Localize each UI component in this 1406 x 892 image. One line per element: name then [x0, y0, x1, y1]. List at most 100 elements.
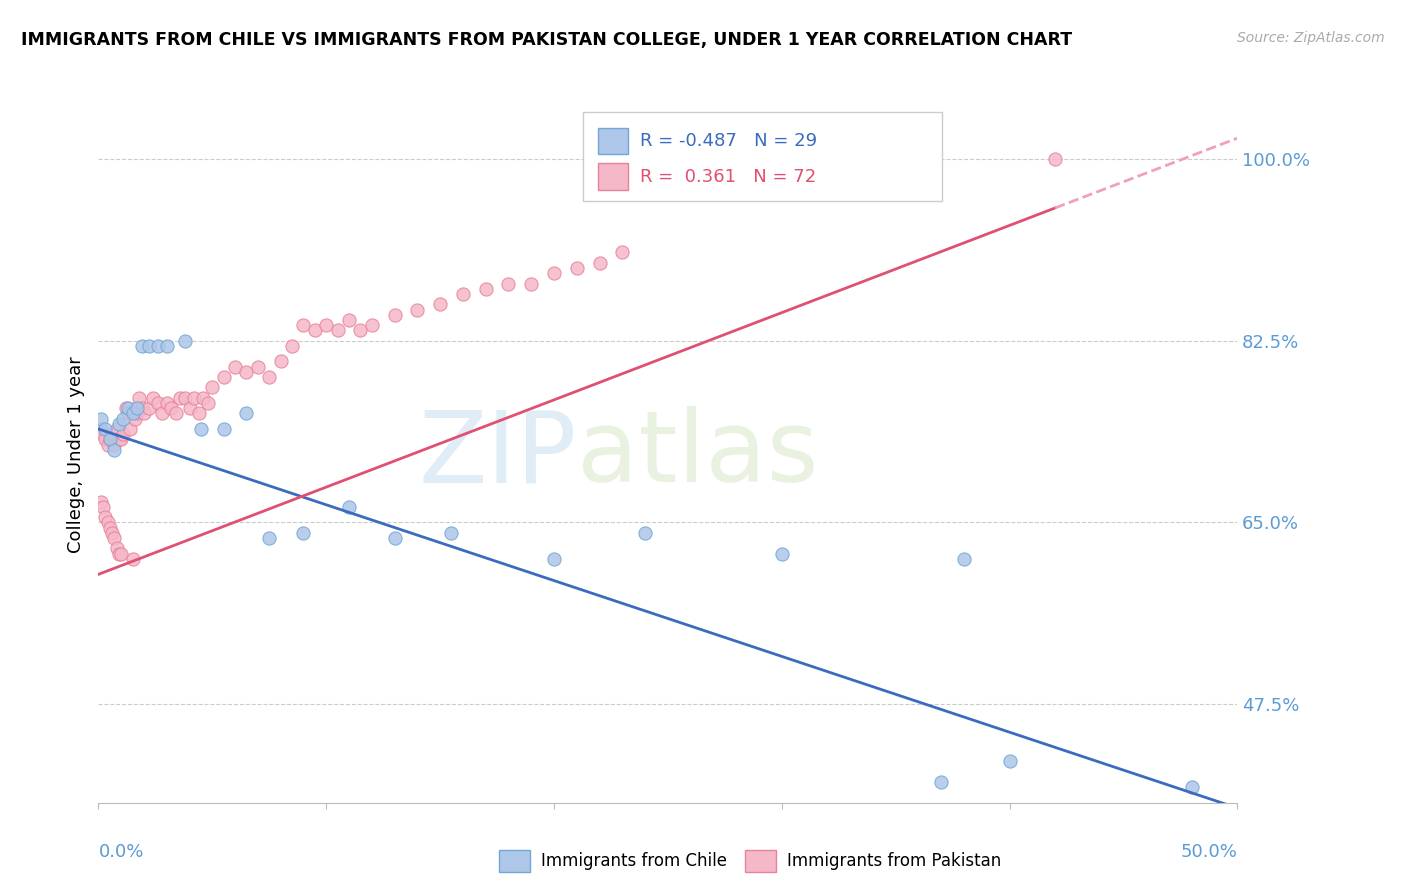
- Point: [384, 308, 406, 322]
- Point: [235, 365, 257, 379]
- Point: [128, 391, 150, 405]
- Point: [304, 323, 326, 337]
- Point: [565, 260, 588, 275]
- Point: [90, 411, 112, 425]
- Text: IMMIGRANTS FROM CHILE VS IMMIGRANTS FROM PAKISTAN COLLEGE, UNDER 1 YEAR CORRELAT: IMMIGRANTS FROM CHILE VS IMMIGRANTS FROM…: [21, 31, 1073, 49]
- Point: [588, 256, 610, 270]
- Point: [292, 318, 315, 332]
- Point: [105, 422, 128, 436]
- Point: [120, 422, 142, 436]
- Point: [142, 391, 165, 405]
- Point: [103, 531, 125, 545]
- Point: [146, 339, 169, 353]
- Point: [98, 520, 121, 534]
- Point: [337, 313, 360, 327]
- Point: [96, 437, 118, 451]
- Point: [360, 318, 382, 332]
- Point: [201, 380, 224, 394]
- Point: [183, 391, 205, 405]
- Point: [543, 551, 565, 566]
- Point: [212, 370, 235, 384]
- Point: [127, 401, 149, 416]
- Point: [235, 406, 257, 420]
- Point: [117, 406, 139, 420]
- Point: [187, 406, 209, 420]
- Point: [110, 433, 132, 447]
- Point: [94, 422, 117, 436]
- Point: [124, 411, 146, 425]
- Point: [259, 531, 281, 545]
- Point: [112, 411, 135, 425]
- Point: [131, 401, 153, 416]
- Point: [337, 500, 360, 514]
- Point: [259, 370, 281, 384]
- Text: Immigrants from Pakistan: Immigrants from Pakistan: [787, 852, 1001, 870]
- Point: [543, 266, 565, 280]
- Point: [138, 339, 160, 353]
- Point: [138, 401, 160, 416]
- Point: [612, 245, 634, 260]
- Point: [165, 406, 187, 420]
- Point: [474, 282, 496, 296]
- Point: [440, 525, 463, 540]
- Point: [121, 551, 143, 566]
- Point: [1181, 780, 1204, 795]
- Point: [193, 391, 215, 405]
- Point: [169, 391, 191, 405]
- Point: [150, 406, 173, 420]
- Point: [98, 433, 121, 447]
- Text: R =  0.361   N = 72: R = 0.361 N = 72: [640, 168, 815, 186]
- Point: [1043, 152, 1066, 166]
- Point: [281, 339, 304, 353]
- Point: [160, 401, 183, 416]
- Point: [406, 302, 429, 317]
- Point: [156, 396, 179, 410]
- Point: [96, 516, 118, 530]
- Point: [498, 277, 520, 291]
- Point: [953, 551, 976, 566]
- Point: [224, 359, 246, 374]
- Point: [121, 406, 143, 420]
- Point: [197, 396, 219, 410]
- Point: [105, 541, 128, 556]
- Point: [108, 417, 131, 431]
- Point: [520, 277, 543, 291]
- Point: [384, 531, 406, 545]
- Point: [117, 401, 139, 416]
- Point: [90, 494, 112, 508]
- Point: [270, 354, 292, 368]
- Point: [292, 525, 315, 540]
- Point: [94, 433, 117, 447]
- Point: [91, 427, 114, 442]
- Point: [212, 422, 235, 436]
- Point: [132, 406, 155, 420]
- Point: [998, 754, 1021, 768]
- Point: [634, 525, 657, 540]
- Point: [131, 339, 153, 353]
- Point: [94, 510, 117, 524]
- Y-axis label: College, Under 1 year: College, Under 1 year: [66, 357, 84, 553]
- Point: [429, 297, 451, 311]
- Text: Source: ZipAtlas.com: Source: ZipAtlas.com: [1237, 31, 1385, 45]
- Point: [101, 427, 124, 442]
- Point: [101, 525, 124, 540]
- Point: [103, 437, 125, 451]
- Text: atlas: atlas: [576, 407, 818, 503]
- Point: [114, 401, 136, 416]
- Point: [91, 500, 114, 514]
- Point: [127, 406, 149, 420]
- Point: [156, 339, 179, 353]
- Point: [103, 442, 125, 457]
- Text: ZIP: ZIP: [419, 407, 576, 503]
- Point: [349, 323, 371, 337]
- Point: [146, 396, 169, 410]
- Point: [929, 775, 952, 789]
- Text: 50.0%: 50.0%: [1181, 843, 1237, 861]
- Point: [190, 422, 212, 436]
- Point: [179, 401, 201, 416]
- Point: [326, 323, 349, 337]
- Text: 0.0%: 0.0%: [98, 843, 143, 861]
- Point: [174, 334, 197, 348]
- Point: [451, 287, 474, 301]
- Point: [110, 547, 132, 561]
